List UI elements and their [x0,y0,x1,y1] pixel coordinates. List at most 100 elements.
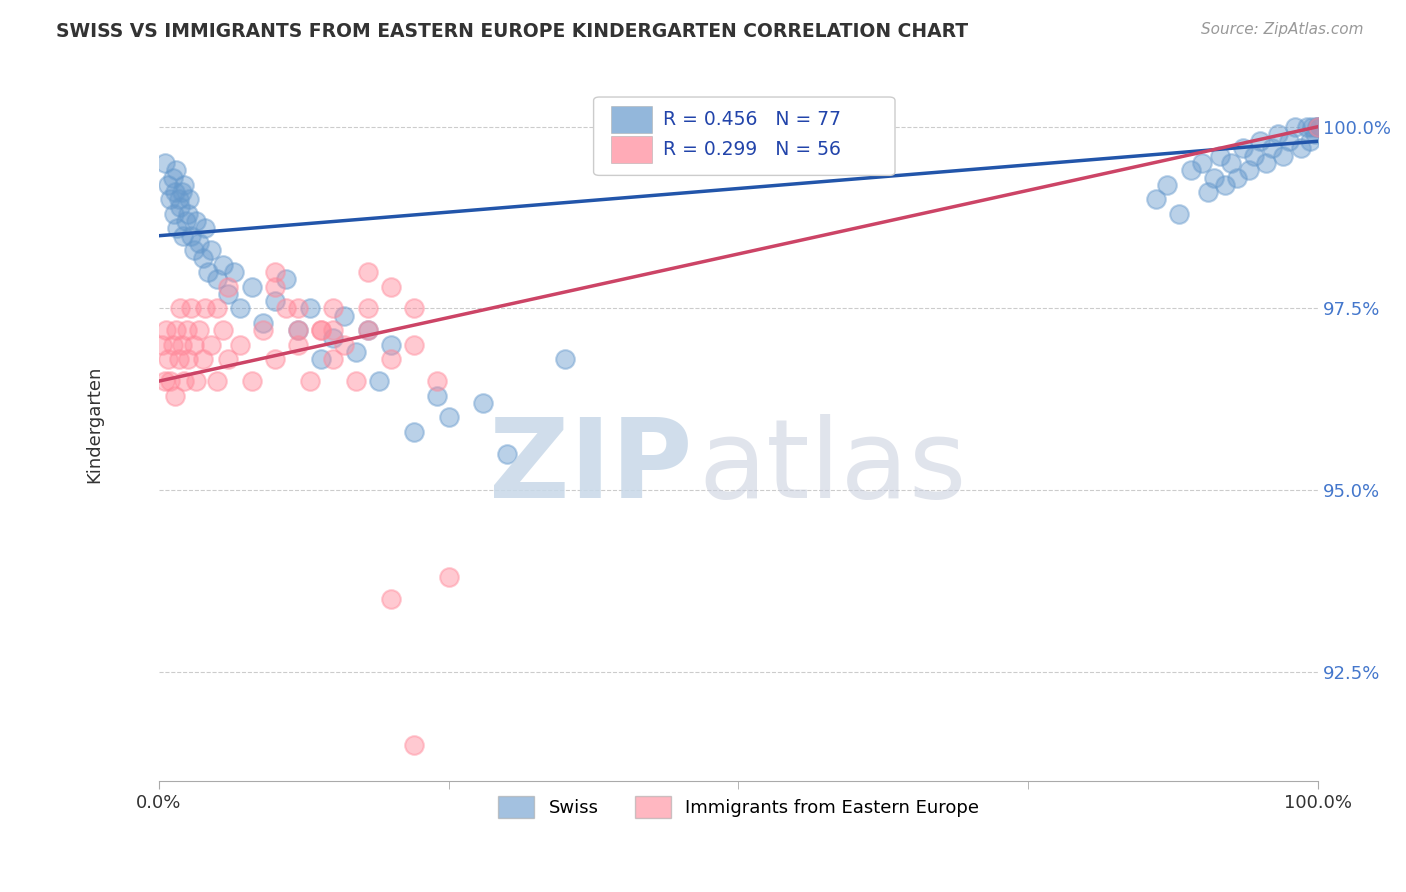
Point [205,272,228,286]
Point [1237,163,1260,178]
Point [554,352,576,367]
Point [287,323,309,337]
Point [165,163,187,178]
Point [224,265,246,279]
Point [163,207,186,221]
Point [1144,193,1167,207]
Point [183,244,205,258]
Point [298,374,321,388]
Point [184,214,207,228]
Point [1289,141,1312,155]
Point [1156,178,1178,192]
Point [1220,156,1243,170]
Point [194,221,217,235]
Point [426,374,449,388]
Point [1295,120,1317,134]
Point [402,425,425,439]
Point [240,279,263,293]
Point [263,279,285,293]
Point [191,251,214,265]
Point [157,352,180,367]
Point [217,352,239,367]
Point [1215,178,1237,192]
Point [322,352,344,367]
Point [200,338,222,352]
Point [240,374,263,388]
Point [380,338,402,352]
Point [200,244,222,258]
Point [252,323,274,337]
Point [287,301,309,316]
Point [380,352,402,367]
Point [1191,156,1213,170]
Point [263,294,285,309]
Point [1278,134,1301,148]
Point [333,309,356,323]
Point [1267,127,1289,141]
Point [344,374,367,388]
Point [309,352,332,367]
Point [322,330,344,344]
Text: SWISS VS IMMIGRANTS FROM EASTERN EUROPE KINDERGARTEN CORRELATION CHART: SWISS VS IMMIGRANTS FROM EASTERN EUROPE … [56,22,969,41]
Text: R = 0.456   N = 77: R = 0.456 N = 77 [664,111,841,129]
Point [1308,120,1330,134]
Point [309,323,332,337]
Point [229,301,252,316]
Point [176,323,198,337]
Point [194,301,217,316]
Point [380,279,402,293]
Point [167,193,190,207]
Point [167,352,190,367]
Point [402,738,425,752]
Text: Source: ZipAtlas.com: Source: ZipAtlas.com [1201,22,1364,37]
Point [211,258,233,272]
Point [1261,141,1284,155]
Point [1308,120,1330,134]
Point [169,200,191,214]
Point [157,178,180,192]
Point [217,279,239,293]
Point [153,156,176,170]
Point [1243,149,1265,163]
Point [1180,163,1202,178]
Point [205,301,228,316]
Point [211,323,233,337]
Point [1226,170,1249,185]
Point [170,185,193,199]
Point [166,221,188,235]
Point [205,374,228,388]
Point [169,301,191,316]
Point [165,185,187,199]
Y-axis label: Kindergarten: Kindergarten [86,366,103,483]
Point [356,323,378,337]
Point [217,286,239,301]
Point [177,352,200,367]
Point [1284,120,1306,134]
Point [437,410,460,425]
Point [356,323,378,337]
Point [183,338,205,352]
Point [165,389,187,403]
Point [356,301,378,316]
Point [322,323,344,337]
Point [1303,127,1326,141]
Point [276,301,298,316]
Point [1308,120,1330,134]
Point [287,338,309,352]
Point [437,570,460,584]
Point [368,374,391,388]
Point [495,447,517,461]
Point [162,338,184,352]
Point [472,396,495,410]
Point [402,338,425,352]
Point [1197,185,1219,199]
Point [229,338,252,352]
Point [153,374,176,388]
Text: R = 0.299   N = 56: R = 0.299 N = 56 [664,140,841,160]
Point [1272,149,1295,163]
Point [188,235,211,250]
Point [298,301,321,316]
Point [180,301,202,316]
Point [1299,134,1322,148]
Point [263,265,285,279]
